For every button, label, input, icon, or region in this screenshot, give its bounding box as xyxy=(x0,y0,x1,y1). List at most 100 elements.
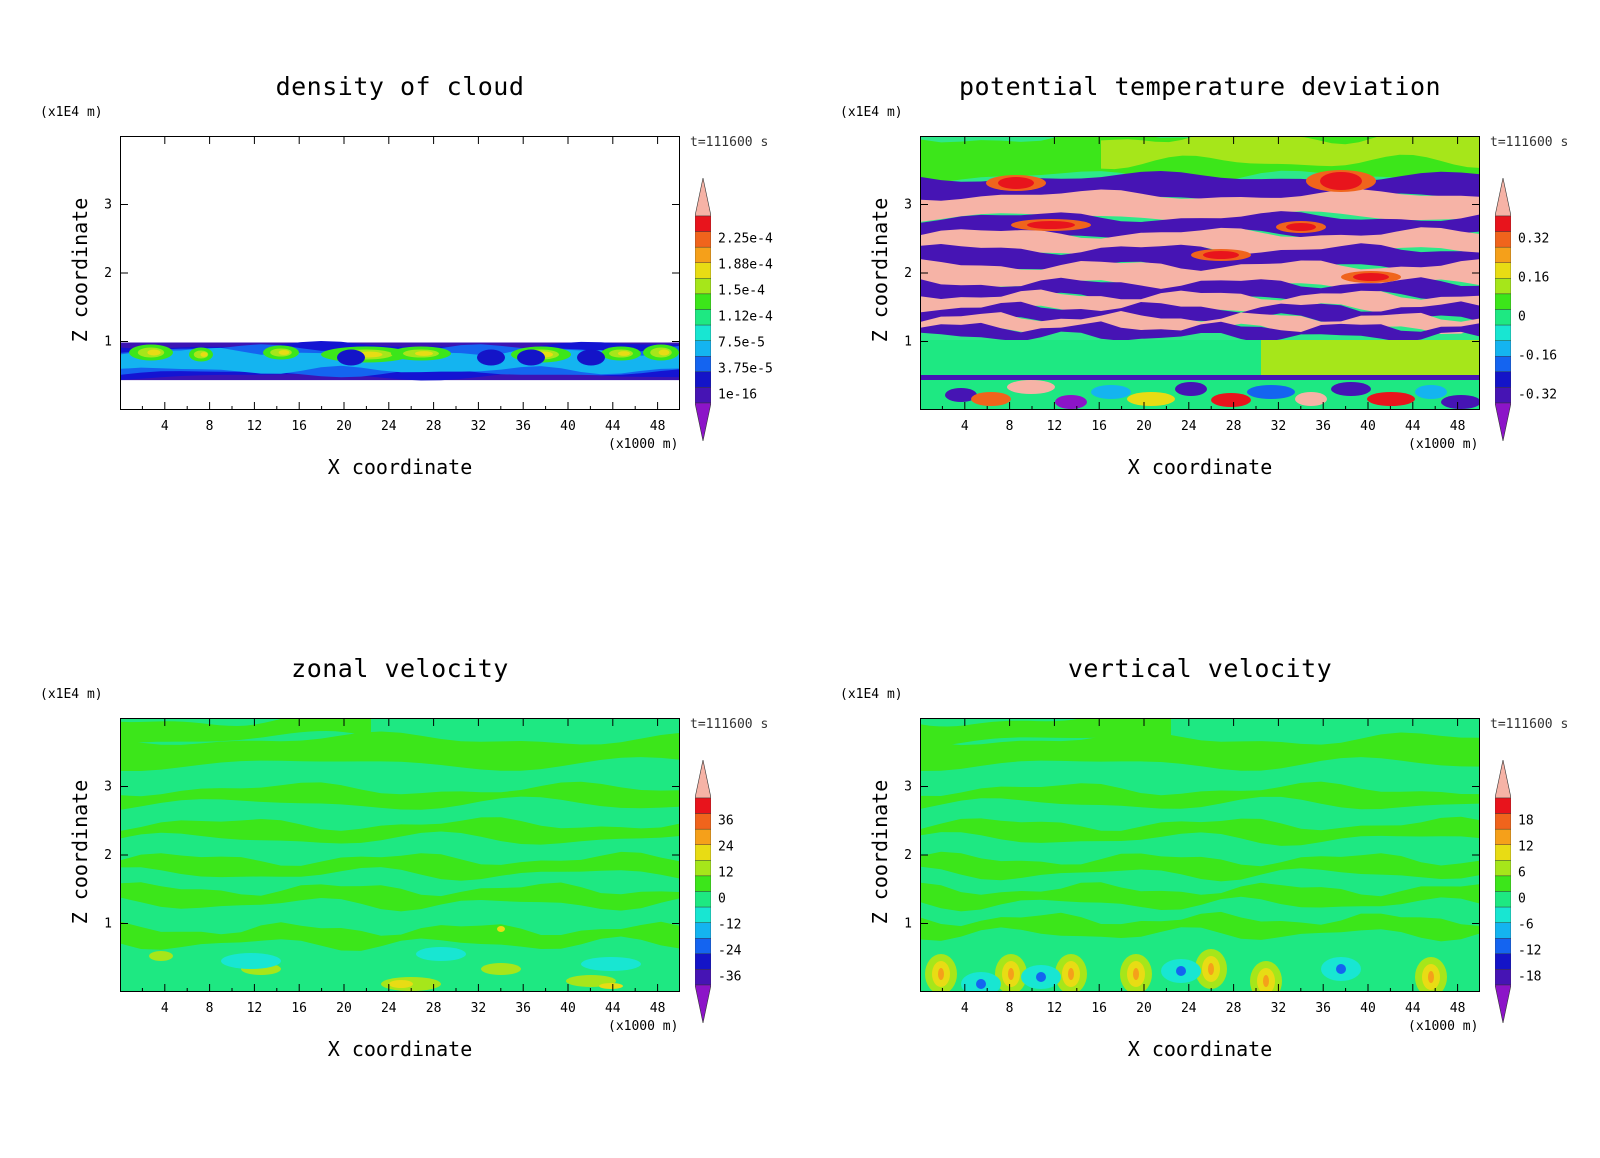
panel-title: vertical velocity xyxy=(1067,654,1333,683)
contour-region xyxy=(618,351,630,356)
x-tick-label: 24 xyxy=(381,419,397,434)
time-label: t=111600 s xyxy=(690,135,769,150)
contour-region xyxy=(477,349,505,366)
colorbar-swatch xyxy=(694,356,712,373)
contour-region xyxy=(921,321,1479,343)
x-tick-label: 8 xyxy=(1006,1001,1014,1016)
colorbar-swatch xyxy=(694,231,712,248)
x-tick-label: 44 xyxy=(605,419,621,434)
colorbar-swatch xyxy=(1494,813,1512,830)
x-axis-label: X coordinate xyxy=(327,1037,473,1061)
colorbar-label: -0.32 xyxy=(1518,387,1558,403)
colorbar-swatch xyxy=(1494,278,1512,295)
colorbar-swatch xyxy=(694,813,712,830)
colorbar-label: 1e-16 xyxy=(718,387,758,403)
y-tick-label: 1 xyxy=(104,335,112,350)
contour-region xyxy=(121,921,679,951)
contour-region xyxy=(1286,223,1316,231)
colorbar-label: 12 xyxy=(718,865,734,881)
x-tick-label: 40 xyxy=(1360,419,1376,434)
panel-potential-temperature-deviation: potential temperature deviation (x1E4 m)… xyxy=(800,50,1580,550)
colorbar-swatch xyxy=(1494,371,1512,388)
y-tick-label: 1 xyxy=(904,917,912,932)
y-axis-label: Z coordinate xyxy=(68,197,92,343)
colorbar-swatch xyxy=(694,797,712,814)
colorbar-top-triangle xyxy=(694,759,712,799)
colorbar-swatch xyxy=(1494,922,1512,939)
x-tick-label: 16 xyxy=(291,1001,307,1016)
y-tick-label: 1 xyxy=(104,917,112,932)
colorbar-swatch xyxy=(1494,324,1512,341)
x-axis-label: X coordinate xyxy=(327,455,473,479)
colorbar-label: 0 xyxy=(718,891,726,907)
contour-region xyxy=(149,951,173,961)
y-tick-label: 2 xyxy=(904,266,912,281)
colorbar-label: 18 xyxy=(1518,813,1534,829)
contour-region xyxy=(1367,392,1415,406)
contour-region xyxy=(121,817,679,845)
colorbar-label: 12 xyxy=(1518,839,1534,855)
colorbar-label: 0.32 xyxy=(1518,231,1550,247)
contour-region xyxy=(1331,382,1371,396)
contour-region xyxy=(938,968,944,980)
colorbar-swatch xyxy=(1494,969,1512,986)
time-label: t=111600 s xyxy=(1490,717,1569,732)
x-tick-label: 24 xyxy=(381,1001,397,1016)
contour-region xyxy=(1007,380,1055,394)
y-tick-label: 3 xyxy=(104,780,112,795)
contour-region xyxy=(200,352,208,357)
contour-region xyxy=(577,349,605,366)
contour-region xyxy=(337,349,365,366)
colorbar-swatch xyxy=(1494,844,1512,861)
x-tick-label: 20 xyxy=(336,419,352,434)
colorbar-svg xyxy=(694,177,712,442)
x-tick-label: 20 xyxy=(1136,1001,1152,1016)
x-tick-label: 32 xyxy=(471,419,487,434)
colorbar-swatch xyxy=(694,938,712,955)
contour-region xyxy=(415,351,433,356)
plot-area xyxy=(120,718,680,992)
contour-region xyxy=(921,719,1171,749)
colorbar-label: 7.5e-5 xyxy=(718,335,765,351)
contour-region xyxy=(976,979,986,989)
contour-region xyxy=(1091,385,1131,399)
contour-field xyxy=(921,137,1479,409)
colorbar-bottom-triangle xyxy=(694,402,712,442)
colorbar-swatch xyxy=(694,891,712,908)
colorbar-swatch xyxy=(694,953,712,970)
colorbar-label: 1.12e-4 xyxy=(718,309,773,325)
contour-region xyxy=(1441,395,1479,409)
colorbar-swatch xyxy=(694,324,712,341)
x-unit-label: (x1000 m) xyxy=(608,437,679,452)
contour-region xyxy=(121,731,679,771)
colorbar-svg xyxy=(694,759,712,1024)
x-axis-label: X coordinate xyxy=(1127,1037,1273,1061)
contour-region xyxy=(121,851,679,881)
x-tick-label: 48 xyxy=(1450,419,1466,434)
colorbar-label: -12 xyxy=(718,917,742,933)
y-axis-label: Z coordinate xyxy=(868,197,892,343)
x-tick-label: 48 xyxy=(650,419,666,434)
colorbar-swatch xyxy=(694,278,712,295)
contour-region xyxy=(1336,964,1346,974)
colorbar-swatch xyxy=(1494,215,1512,232)
colorbar-swatch xyxy=(1494,891,1512,908)
colorbar-bottom-triangle xyxy=(694,984,712,1024)
y-tick-label: 3 xyxy=(904,780,912,795)
colorbar-label: 0 xyxy=(1518,309,1526,325)
x-tick-label: 8 xyxy=(1006,419,1014,434)
colorbar-swatch xyxy=(1494,387,1512,404)
contour-region xyxy=(1203,251,1239,259)
x-tick-label: 8 xyxy=(206,1001,214,1016)
contour-region xyxy=(1068,968,1074,980)
colorbar-swatch xyxy=(694,340,712,357)
colorbar-label: 1.5e-4 xyxy=(718,283,765,299)
z-unit-label: (x1E4 m) xyxy=(840,687,903,702)
colorbar-swatch xyxy=(694,844,712,861)
contour-field xyxy=(121,341,679,381)
x-tick-label: 32 xyxy=(471,1001,487,1016)
x-tick-label: 20 xyxy=(336,1001,352,1016)
contour-region xyxy=(1176,966,1186,976)
x-tick-label: 36 xyxy=(515,419,531,434)
